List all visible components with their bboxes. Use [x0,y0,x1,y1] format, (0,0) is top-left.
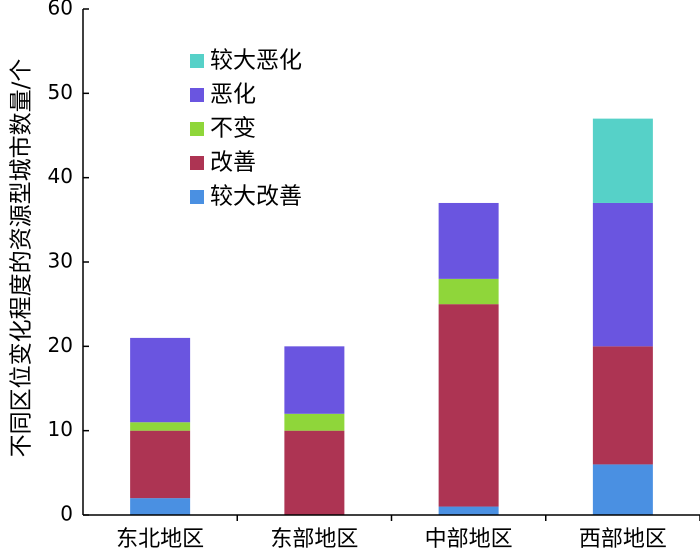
y-tick-label: 30 [48,249,73,273]
y-tick-label: 50 [48,80,73,104]
x-category-label: 中部地区 [425,527,513,552]
legend-swatch [190,122,204,136]
y-axis-title: 不同区位变化程度的资源型城市数量/个 [9,59,35,458]
bar-segment [130,337,191,423]
bar-segment [592,118,653,203]
x-category-label: 东北地区 [116,527,204,552]
bars-layer [130,118,653,515]
bar-segment [592,202,653,347]
legend-label: 恶化 [210,82,256,108]
bar-segment [284,413,345,431]
bar-segment [592,346,653,465]
bar-segment [592,464,653,515]
bar-segment [438,202,499,279]
bar-segment [438,506,499,515]
legend-label: 较大改善 [210,184,302,210]
bar-segment [130,422,191,431]
x-category-label: 西部地区 [579,527,667,552]
y-tick-label: 0 [60,502,73,526]
legend-swatch [190,54,204,68]
axes-layer: 0 10 20 30 40 50 60 东北地区 东部地区 中部地区 西部地区 [48,0,700,552]
bar-segment [438,304,499,507]
legend-label: 改善 [210,150,256,176]
legend-label: 不变 [210,116,256,142]
legend-label: 较大恶化 [210,48,302,74]
y-tick-label: 10 [48,417,73,441]
bar-segment [284,346,345,414]
legend-swatch [190,88,204,102]
legend-swatch [190,156,204,170]
bar-segment [284,430,345,515]
y-tick-label: 40 [48,164,73,188]
y-tick-label: 60 [48,0,73,20]
bar-segment [438,278,499,305]
y-tick-label: 20 [48,333,73,357]
legend-swatch [190,190,204,204]
bar-segment [130,498,191,515]
x-category-label: 东部地区 [270,527,358,552]
bar-segment [130,430,191,499]
